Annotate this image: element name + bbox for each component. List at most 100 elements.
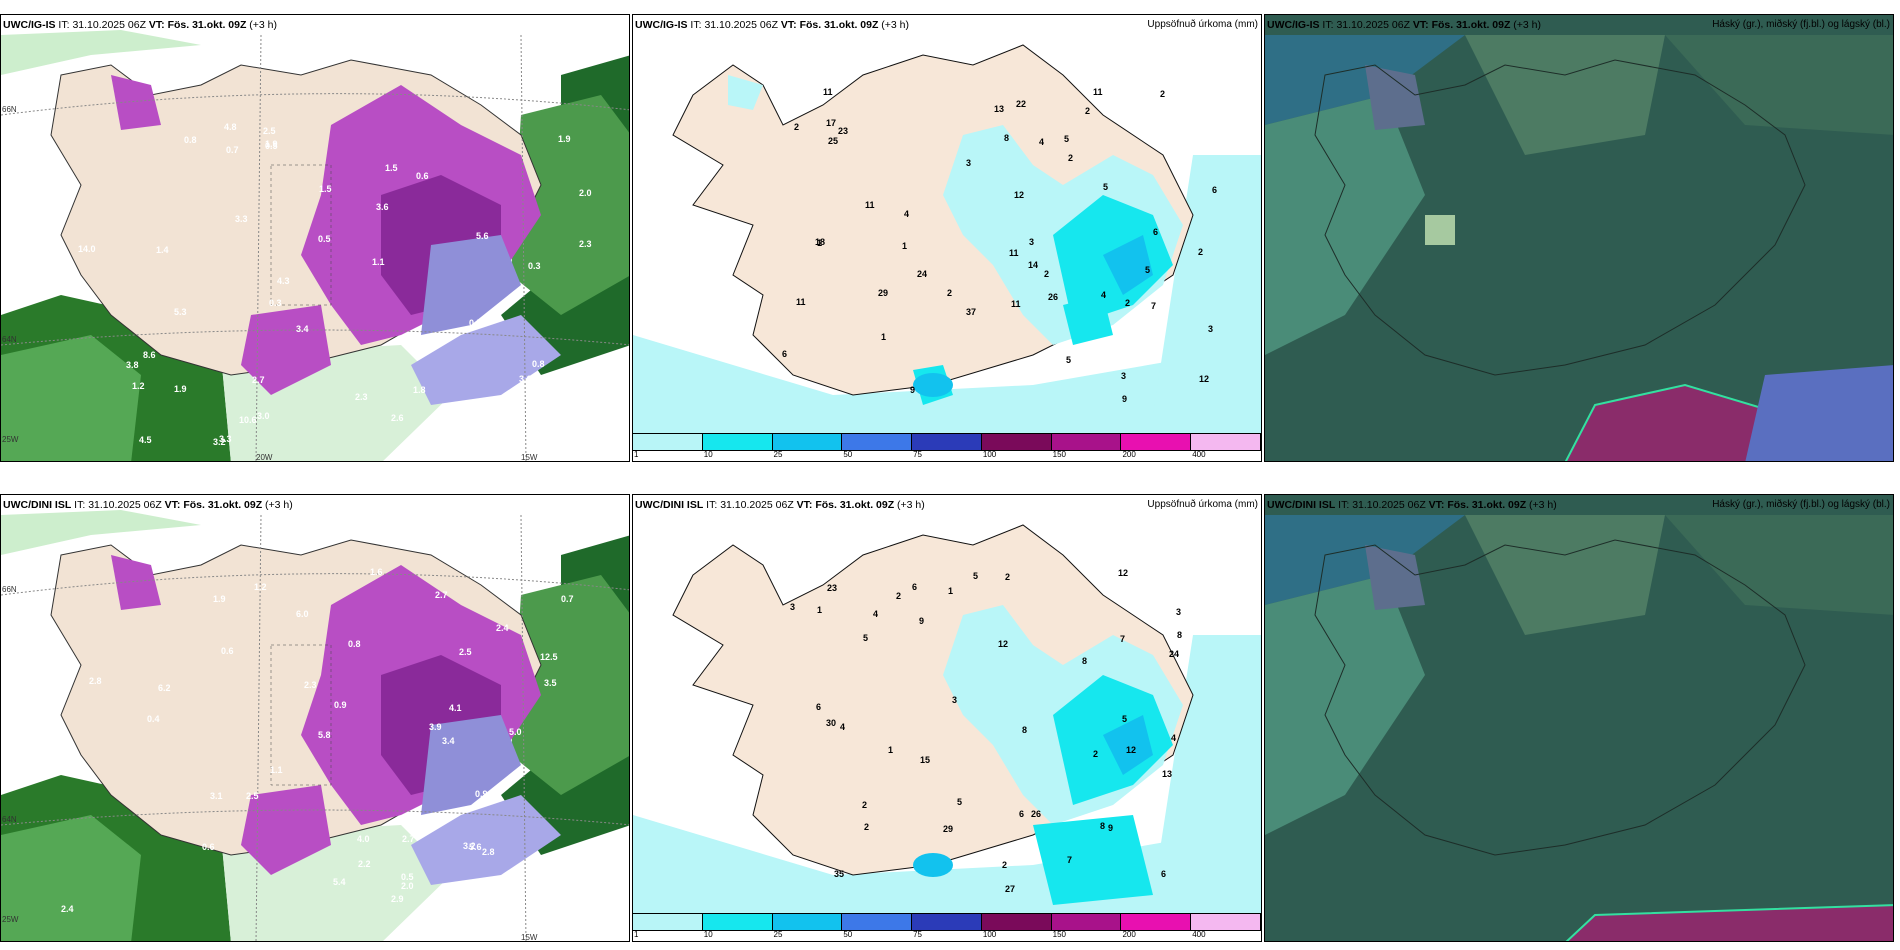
value-label: 0.5 (265, 141, 278, 151)
value-label: 5 (1066, 355, 1072, 365)
colorbar-segment (842, 914, 913, 930)
value-label: 4 (1039, 137, 1045, 147)
value-label: 5 (1103, 182, 1109, 192)
value-label: 1.1 (270, 765, 283, 775)
value-label: 0.4 (147, 714, 160, 724)
colorbar-tick-label: 75 (913, 450, 923, 459)
value-label: 0.6 (416, 171, 429, 181)
value-label: 2.0 (579, 188, 592, 198)
value-label: 2 (864, 822, 870, 832)
value-label: 3.5 (544, 678, 557, 688)
value-label: 6 (1153, 227, 1159, 237)
value-label: 4 (873, 609, 879, 619)
value-label: 3.4 (442, 736, 455, 746)
value-label: 30 (826, 718, 837, 728)
value-label: 1.9 (174, 384, 187, 394)
panel-variable-title: Uppsöfnuð úrkoma (mm) (1147, 499, 1258, 510)
value-label: 27 (1005, 884, 1016, 894)
value-label: 1 (881, 332, 887, 342)
value-label: 6.2 (158, 683, 171, 693)
colorbar-tick-label: 1 (634, 930, 639, 939)
colorbar-tick-label: 75 (913, 930, 923, 939)
panel-precip-igis: UWC/IG-IS IT: 31.10.2025 06Z VT: Fös. 31… (632, 14, 1262, 462)
panel-title: UWC/DINI ISL IT: 31.10.2025 06Z VT: Fös.… (635, 499, 925, 511)
value-label: 1.2 (254, 582, 267, 592)
value-label: 2 (947, 288, 953, 298)
value-label: 15 (920, 755, 931, 765)
colorbar-segment (981, 434, 1052, 450)
value-label: 5.8 (318, 730, 331, 740)
value-label: 1 (817, 238, 823, 248)
panel-title: UWC/IG-IS IT: 31.10.2025 06Z VT: Fös. 31… (3, 19, 278, 31)
colorbar (633, 433, 1261, 451)
value-label: 1 (817, 605, 823, 615)
value-label: 3.3 (235, 214, 248, 224)
value-label: 4.8 (224, 122, 237, 132)
value-label: 2.7 (252, 375, 265, 385)
value-label: 7 (1120, 634, 1126, 644)
value-label: 3 (952, 695, 958, 705)
lat-label-64: 64N (2, 335, 17, 344)
value-label: 1 (888, 745, 894, 755)
lon-label-20: 20W (256, 453, 273, 462)
value-label: 0.7 (561, 594, 574, 604)
value-label: 6.0 (296, 609, 309, 619)
value-label: 9 (910, 385, 916, 395)
precip-map (633, 15, 1261, 435)
value-label: 11 (796, 297, 806, 307)
value-label: 14.0 (78, 244, 96, 254)
value-label: 2 (1085, 106, 1091, 116)
value-label: 0.8 (184, 135, 197, 145)
value-label: 12 (1199, 374, 1210, 384)
value-label: 6 (816, 702, 822, 712)
value-label: 35 (834, 869, 845, 879)
panel-variable-title: Uppsöfnuð úrkoma (mm) (1147, 19, 1258, 30)
value-label: 11 (1009, 248, 1019, 258)
value-label: 11 (865, 200, 875, 210)
value-label: 4 (1171, 733, 1177, 743)
value-label: 2.4 (496, 623, 509, 633)
value-label: 2.2 (358, 859, 371, 869)
value-label: 1.4 (156, 245, 169, 255)
cloud-map (1265, 15, 1893, 461)
value-label: 5.0 (509, 727, 522, 737)
value-label: 2.5 (459, 647, 472, 657)
value-label: 4.3 (277, 276, 290, 286)
value-label: 23 (838, 126, 849, 136)
lat-label-64: 64N (2, 815, 17, 824)
value-label: 3.3 (219, 434, 232, 444)
value-label: 2 (1160, 89, 1166, 99)
colorbar-segment (912, 914, 982, 930)
value-label: 8 (1177, 630, 1183, 640)
value-label: 3.2 (213, 437, 226, 447)
value-label: 2.8 (89, 676, 102, 686)
value-label: 0.5 (318, 234, 331, 244)
value-label: 6 (782, 349, 788, 359)
value-label: 11 (823, 87, 833, 97)
value-label: 0.9 (475, 789, 488, 799)
colorbar-tick-label: 100 (982, 930, 997, 939)
value-label: 0.5 (401, 872, 414, 882)
value-label: 12.5 (540, 652, 558, 662)
value-label: 2 (794, 122, 800, 132)
value-label: 8 (1022, 725, 1028, 735)
value-label: 5 (1122, 714, 1128, 724)
value-label: 3 (1121, 371, 1127, 381)
value-label: 1.2 (132, 381, 145, 391)
colorbar-segment (772, 434, 843, 450)
value-label: 4 (1101, 290, 1107, 300)
value-label: 5 (1145, 265, 1151, 275)
snow-map (1, 495, 629, 941)
colorbar-segment (1051, 434, 1122, 450)
value-label: 2 (1005, 572, 1011, 582)
value-label: 9 (1108, 823, 1114, 833)
value-label: 9 (919, 616, 925, 626)
value-label: 1 (902, 241, 908, 251)
value-label: 2.0 (401, 881, 414, 891)
colorbar-legend: 1 10 25 50 75 100 150 200 400 (633, 913, 1261, 941)
value-label: 5.6 (476, 231, 489, 241)
value-label: 2.4 (61, 904, 74, 914)
value-label: 0.3 (528, 261, 541, 271)
value-label: 1.8 (413, 385, 426, 395)
value-label: 6 (1212, 185, 1218, 195)
